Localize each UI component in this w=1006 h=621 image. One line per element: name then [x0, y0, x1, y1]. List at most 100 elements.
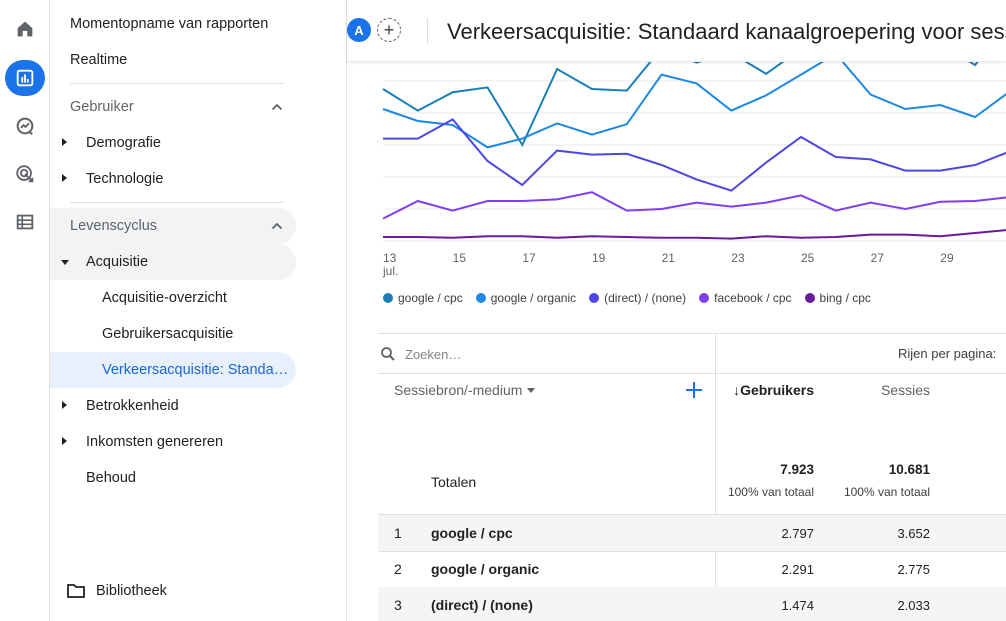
chevron-up-icon [271, 222, 283, 230]
row-index: 3 [394, 597, 402, 613]
nav-section-label: Gebruiker [70, 99, 134, 115]
folder-icon [67, 584, 85, 598]
nav-label: Behoud [86, 470, 136, 486]
add-comparison-button[interactable]: + [377, 18, 401, 42]
nav-demographics[interactable]: Demografie [50, 125, 296, 161]
table-row[interactable]: 2 google / organic 2.291 2.775 [378, 551, 1006, 587]
data-table: Zoeken… Rijen per pagina: Sessiebron/-me… [378, 333, 1006, 621]
dimension-header: Sessiebron/-medium [394, 382, 523, 398]
x-tick-label: 13 [383, 251, 397, 265]
nav-label: Inkomsten genereren [86, 434, 224, 450]
table-row[interactable]: 1 google / cpc 2.797 3.652 [378, 515, 1006, 551]
nav-label: Acquisitie [86, 254, 149, 270]
legend-entry[interactable]: bing / cpc [804, 291, 871, 305]
nav-section-user[interactable]: Gebruiker [50, 89, 296, 125]
row-sessions: 3.652 [897, 526, 930, 541]
x-tick-label: 25 [801, 251, 815, 265]
series-line-0 [382, 62, 979, 148]
legend-label: google / cpc [398, 291, 463, 305]
nav-label: Acquisitie-overzicht [102, 290, 227, 306]
expand-arrow-icon [62, 401, 67, 409]
page-title: Verkeersacquisitie: Standaard kanaalgroe… [447, 19, 1006, 44]
nav-technology[interactable]: Technologie [50, 161, 296, 197]
nav-engagement[interactable]: Betrokkenheid [50, 388, 296, 424]
table-divider [378, 373, 1006, 374]
side-navigation: Momentopname van rapporten Realtime Gebr… [50, 0, 347, 621]
nav-traffic-acquisition[interactable]: Verkeersacquisitie: Standaard kanaalgroe… [50, 352, 296, 388]
legend-dot [475, 293, 486, 303]
column-header-users[interactable]: ↓Gebruikers [733, 382, 814, 398]
column-header-sessions[interactable]: Sessies [880, 382, 930, 398]
dropdown-arrow-icon [527, 387, 536, 393]
legend-label: bing / cpc [819, 291, 871, 305]
expand-arrow-icon [62, 174, 67, 182]
row-users: 2.291 [781, 562, 814, 577]
legend-entry[interactable]: google / cpc [383, 291, 463, 305]
total-users-percent: 100% van totaal [727, 485, 814, 499]
search-placeholder: Zoeken… [405, 346, 462, 362]
x-month-label: jul. [382, 264, 398, 278]
nav-reports-snapshot[interactable]: Momentopname van rapporten [70, 16, 269, 32]
row-users: 2.797 [781, 526, 814, 541]
row-sessions: 2.033 [897, 598, 930, 613]
row-users: 1.474 [781, 598, 814, 613]
legend-entry[interactable]: (direct) / (none) [589, 291, 686, 305]
legend-dot [804, 293, 815, 303]
total-sessions-percent: 100% van totaal [843, 485, 930, 499]
total-sessions: 10.681 [888, 462, 930, 477]
table-divider [378, 514, 1006, 515]
column-divider [715, 334, 716, 621]
row-source-medium: (direct) / (none) [431, 597, 533, 613]
series-line-1 [382, 62, 1006, 149]
row-index: 2 [394, 561, 402, 577]
nav-label: Gebruikersacquisitie [102, 326, 234, 342]
add-dimension-icon[interactable] [684, 380, 704, 400]
table-row[interactable]: 3 (direct) / (none) 1.474 2.033 [378, 587, 1006, 621]
nav-divider [70, 202, 284, 203]
dimension-selector[interactable]: Sessiebron/-medium [394, 382, 536, 398]
nav-divider [70, 83, 284, 84]
row-source-medium: google / cpc [431, 525, 513, 541]
legend-label: google / organic [490, 291, 577, 305]
nav-realtime[interactable]: Realtime [70, 52, 128, 68]
legend-entry[interactable]: facebook / cpc [699, 291, 792, 305]
nav-acquisition[interactable]: Acquisitie [50, 244, 296, 280]
nav-acquisition-overview[interactable]: Acquisitie-overzicht [50, 280, 296, 316]
home-icon[interactable] [5, 11, 45, 47]
nav-section-lifecycle[interactable]: Levenscyclus [50, 208, 296, 244]
nav-label: Betrokkenheid [86, 398, 179, 414]
legend-dot [383, 293, 393, 303]
x-tick-label: 29 [940, 251, 954, 265]
nav-library[interactable]: Bibliotheek [66, 573, 167, 609]
header-divider [427, 18, 428, 44]
line-chart-svg: 1315171921232527293jul. [382, 62, 1006, 278]
x-tick-label: 15 [453, 251, 467, 265]
series-line-4 [383, 229, 1006, 240]
legend-dot [589, 293, 600, 303]
series-line-3 [382, 191, 1006, 220]
legend-label: (direct) / (none) [604, 291, 687, 305]
table-divider [378, 551, 1006, 552]
x-tick-label: 17 [522, 251, 536, 265]
x-tick-label: 23 [731, 251, 745, 265]
reports-icon[interactable] [5, 60, 45, 96]
legend-dot [699, 293, 710, 303]
explore-icon[interactable] [5, 108, 45, 144]
nav-retention[interactable]: Behoud [50, 460, 296, 496]
icon-rail [0, 0, 50, 621]
legend-entry[interactable]: google / organic [475, 291, 577, 305]
rows-per-page-label[interactable]: Rijen per pagina: [898, 346, 997, 361]
nav-label: Verkeersacquisitie: Standaard kanaalgroe… [102, 362, 290, 378]
configure-icon[interactable] [5, 204, 45, 240]
advertising-icon[interactable] [5, 156, 45, 192]
x-tick-label: 19 [592, 251, 606, 265]
nav-section-label: Levenscyclus [70, 218, 158, 234]
chart-legend: google / cpc google / organic (direct) / (… [383, 290, 884, 306]
total-users: 7.923 [780, 462, 814, 477]
comparison-avatar[interactable]: A [347, 18, 371, 42]
search-icon [381, 347, 395, 361]
nav-user-acquisition[interactable]: Gebruikersacquisitie [50, 316, 296, 352]
table-search[interactable]: Zoeken… [378, 334, 715, 374]
report-header: A + Verkeersacquisitie: Standaard kanaal… [347, 0, 1006, 62]
nav-monetization[interactable]: Inkomsten genereren [50, 424, 296, 460]
